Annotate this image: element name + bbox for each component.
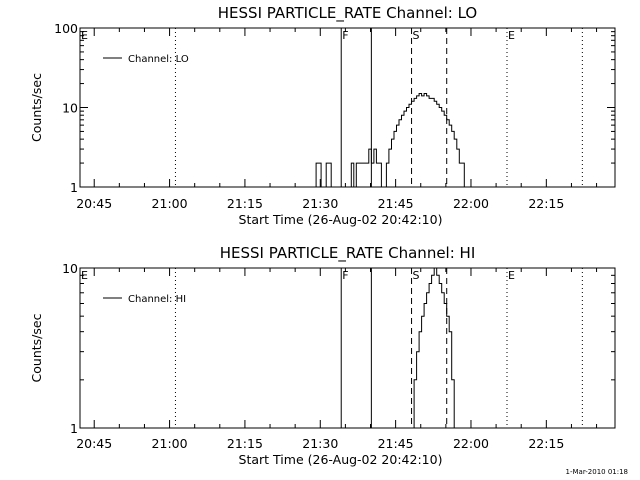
series-line-channel-lo bbox=[313, 93, 477, 188]
x-tick-label: 22:00 bbox=[453, 436, 489, 451]
lo-channel-panel: HESSI PARTICLE_RATE Channel: LO 20:45 21:0… bbox=[29, 4, 616, 227]
event-marker-label: E bbox=[81, 269, 88, 282]
y-tick-label: 100 bbox=[54, 21, 78, 36]
x-tick-label: 21:45 bbox=[378, 196, 414, 211]
x-tick-label: 21:30 bbox=[302, 196, 338, 211]
event-marker-label: S bbox=[413, 269, 420, 282]
x-tick-label: 22:00 bbox=[453, 196, 489, 211]
x-tick-label: 22:15 bbox=[528, 436, 564, 451]
x-tick-label: 21:00 bbox=[152, 436, 188, 451]
x-tick-label: 20:45 bbox=[76, 196, 112, 211]
x-axis-label: Start Time (26-Aug-02 20:42:10) bbox=[239, 452, 443, 467]
legend-label: Channel: LO bbox=[128, 54, 189, 65]
event-marker-label: S bbox=[413, 29, 420, 42]
y-tick-label: 1 bbox=[70, 180, 78, 195]
generation-timestamp: 1-Mar-2010 01:18 bbox=[566, 468, 628, 476]
y-tick-label: 10 bbox=[62, 261, 78, 276]
event-marker-label: F bbox=[342, 29, 348, 42]
y-tick-label: 1 bbox=[70, 421, 78, 436]
x-tick-label: 20:45 bbox=[76, 436, 112, 451]
x-tick-label: 21:00 bbox=[152, 196, 188, 211]
event-marker-label: E bbox=[508, 29, 515, 42]
event-marker-label: E bbox=[508, 269, 515, 282]
x-tick-label: 21:15 bbox=[227, 436, 263, 451]
x-axis-label: Start Time (26-Aug-02 20:42:10) bbox=[239, 212, 443, 227]
x-tick-label: 21:15 bbox=[227, 196, 263, 211]
x-tick-label: 21:30 bbox=[302, 436, 338, 451]
x-tick-label: 22:15 bbox=[528, 196, 564, 211]
chart-title: HESSI PARTICLE_RATE Channel: LO bbox=[218, 4, 477, 23]
y-axis-label: Counts/sec bbox=[29, 313, 44, 382]
chart-title: HESSI PARTICLE_RATE Channel: HI bbox=[220, 244, 476, 263]
hi-channel-panel: HESSI PARTICLE_RATE Channel: HI 20:45 21:0… bbox=[29, 244, 616, 467]
event-marker-label: E bbox=[81, 29, 88, 42]
series-line-channel-hi bbox=[411, 267, 457, 429]
y-axis-label: Counts/sec bbox=[29, 73, 44, 142]
y-tick-label: 10 bbox=[62, 101, 78, 116]
x-tick-label: 21:45 bbox=[378, 436, 414, 451]
event-marker-label: F bbox=[342, 269, 348, 282]
legend-label: Channel: HI bbox=[128, 294, 186, 305]
